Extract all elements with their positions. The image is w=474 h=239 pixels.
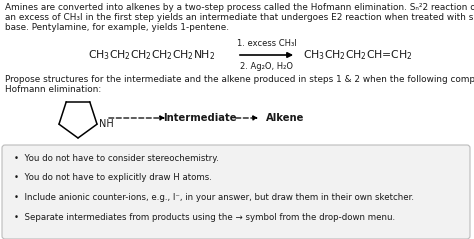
Text: Amines are converted into alkenes by a two-step process called the Hofmann elimi: Amines are converted into alkenes by a t… [5, 3, 474, 12]
Text: •  You do not have to consider stereochemistry.: • You do not have to consider stereochem… [14, 154, 219, 163]
Text: CH$_3$CH$_2$CH$_2$CH=CH$_2$: CH$_3$CH$_2$CH$_2$CH=CH$_2$ [303, 48, 413, 62]
Text: •  You do not have to explicitly draw H atoms.: • You do not have to explicitly draw H a… [14, 174, 212, 183]
Text: •  Include anionic counter-ions, e.g., I⁻, in your answer, but draw them in thei: • Include anionic counter-ions, e.g., I⁻… [14, 193, 414, 202]
Text: •  Separate intermediates from products using the → symbol from the drop-down me: • Separate intermediates from products u… [14, 212, 395, 222]
Text: 2. Ag₂O, H₂O: 2. Ag₂O, H₂O [240, 62, 293, 71]
Text: NH: NH [99, 119, 114, 129]
FancyBboxPatch shape [2, 145, 470, 239]
Text: Alkene: Alkene [266, 113, 304, 123]
Text: an excess of CH₃I in the first step yields an intermediate that undergoes E2 rea: an excess of CH₃I in the first step yiel… [5, 13, 474, 22]
Text: Propose structures for the intermediate and the alkene produced in steps 1 & 2 w: Propose structures for the intermediate … [5, 75, 474, 84]
Text: Intermediate: Intermediate [163, 113, 237, 123]
Text: CH$_3$CH$_2$CH$_2$CH$_2$CH$_2$NH$_2$: CH$_3$CH$_2$CH$_2$CH$_2$CH$_2$NH$_2$ [89, 48, 216, 62]
Text: base. Pentylamine, for example, yields 1-pentene.: base. Pentylamine, for example, yields 1… [5, 23, 229, 32]
Text: 1. excess CH₃I: 1. excess CH₃I [237, 39, 296, 48]
Text: Hofmann elimination:: Hofmann elimination: [5, 85, 101, 94]
